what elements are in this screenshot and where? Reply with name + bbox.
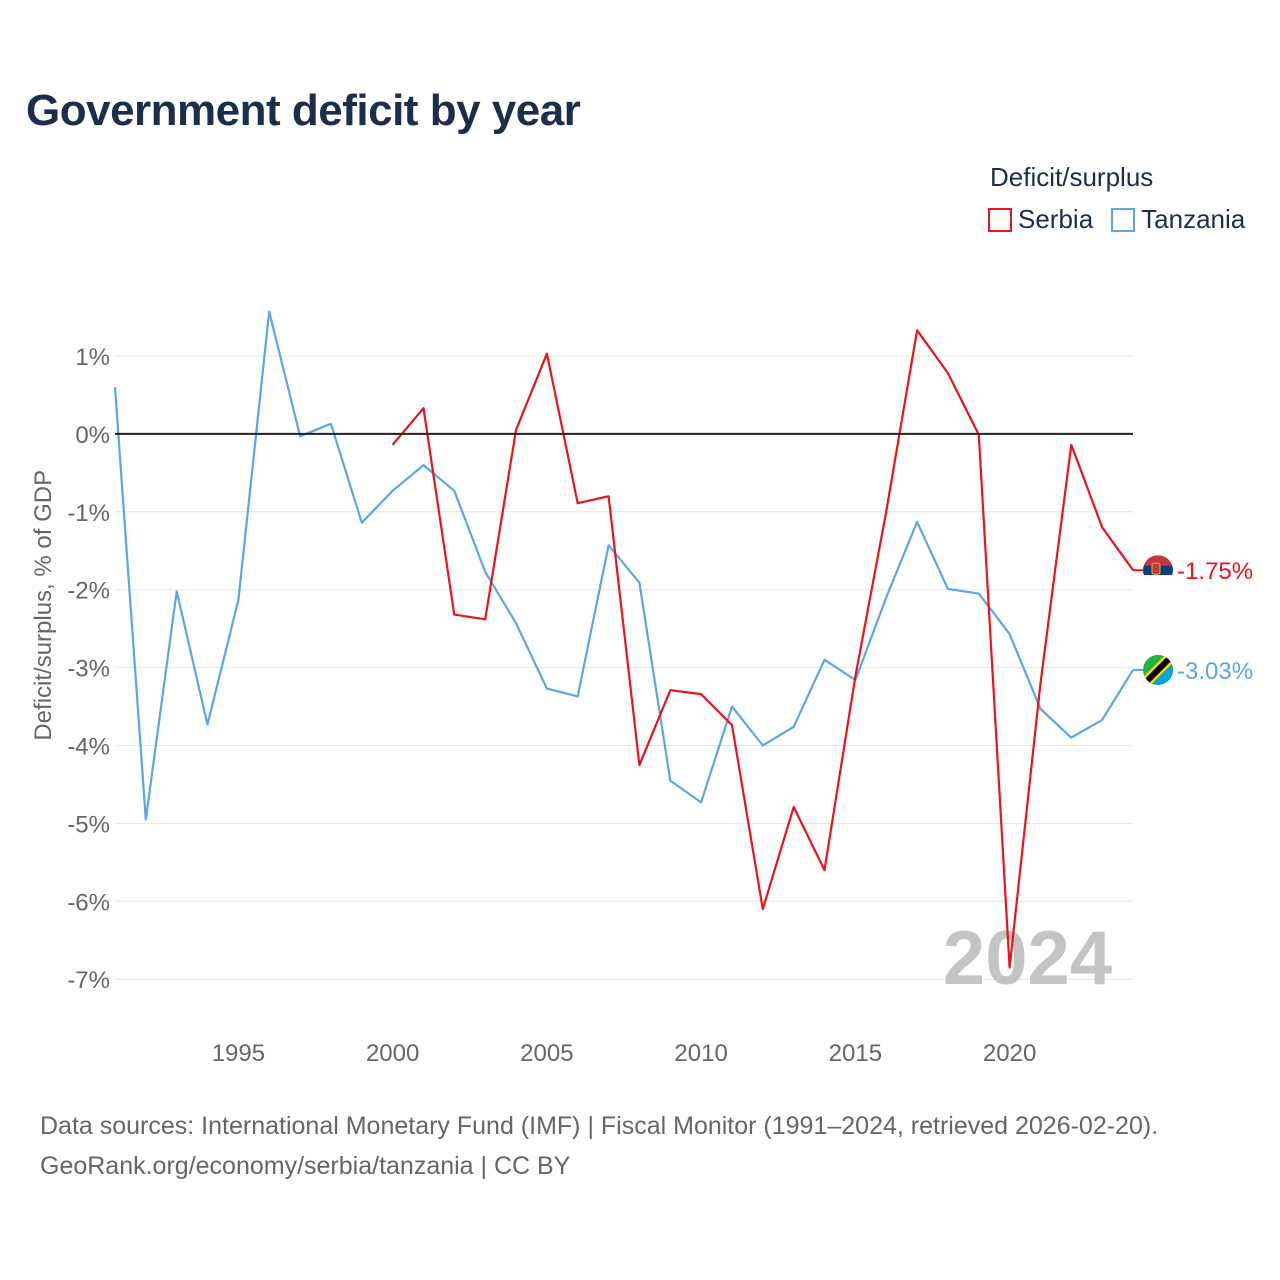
footer-sources: Data sources: International Monetary Fun… — [40, 1112, 1159, 1140]
x-tick-label: 2020 — [983, 1040, 1036, 1067]
footer-attribution[interactable]: GeoRank.org/economy/serbia/tanzania | CC… — [40, 1152, 571, 1180]
y-tick-label: -4% — [67, 734, 110, 761]
y-tick-label: 0% — [75, 422, 110, 449]
y-tick-label: 1% — [75, 344, 110, 371]
x-tick-label: 1995 — [212, 1040, 265, 1067]
series-line-tanzania — [113, 310, 1134, 821]
legend-label-serbia: Serbia — [1018, 204, 1094, 234]
y-tick-label: -3% — [67, 656, 110, 683]
chart-title: Government deficit by year — [26, 86, 581, 135]
x-tick-label: 2005 — [520, 1040, 573, 1067]
line-chart: 1% 0% -1% -2% -3% -4% -5% -6% -7% Deficit/surplus… — [30, 310, 1253, 1067]
y-axis-label: Deficit/surplus, % of GDP — [30, 470, 57, 741]
legend: Serbia Tanzania — [988, 204, 1263, 235]
year-watermark: 2024 — [943, 916, 1112, 1001]
legend-item-serbia[interactable]: Serbia — [988, 204, 1093, 235]
tanzania-flag-icon — [1143, 654, 1173, 685]
legend-title: Deficit/surplus — [990, 162, 1154, 192]
y-tick-label: -2% — [67, 578, 110, 605]
serbia-flag-icon — [1143, 555, 1173, 586]
end-value-label-serbia: -1.75% — [1177, 558, 1253, 585]
legend-item-tanzania[interactable]: Tanzania — [1111, 204, 1245, 235]
footer: Data sources: International Monetary Fun… — [40, 1106, 1158, 1186]
y-tick-label: -6% — [67, 889, 110, 916]
legend-label-tanzania: Tanzania — [1141, 204, 1246, 234]
x-tick-label: 2015 — [829, 1040, 882, 1067]
x-tick-label: 2010 — [674, 1040, 727, 1067]
y-tick-label: -7% — [67, 967, 110, 994]
y-tick-label: -1% — [67, 500, 110, 527]
legend-swatch-serbia — [988, 207, 1012, 232]
x-tick-label: 2000 — [366, 1040, 419, 1067]
end-value-label-tanzania: -3.03% — [1177, 658, 1253, 685]
legend-swatch-tanzania — [1111, 207, 1136, 232]
y-tick-label: -5% — [67, 811, 110, 838]
series-line-serbia — [391, 329, 1134, 969]
